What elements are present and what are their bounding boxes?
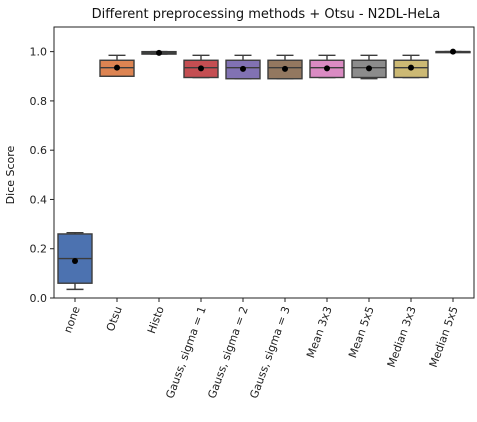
- y-axis-label: Dice Score: [4, 145, 17, 204]
- mean-marker: [156, 49, 162, 56]
- x-tick-label: Gauss, sigma = 2: [205, 305, 250, 401]
- x-tick-label: Histo: [145, 304, 167, 335]
- x-tick-label: Mean 3x3: [304, 305, 335, 360]
- y-tick-label: 1.0: [30, 46, 48, 59]
- mean-marker: [366, 65, 372, 72]
- mean-marker: [198, 65, 204, 72]
- chart-title: Different preprocessing methods + Otsu -…: [92, 7, 441, 22]
- mean-marker: [72, 258, 78, 265]
- y-tick-label: 0.0: [30, 292, 48, 305]
- mean-marker: [240, 65, 246, 72]
- y-tick-label: 0.2: [30, 243, 48, 256]
- plot-frame: [53, 26, 475, 299]
- x-tick-label: Otsu: [104, 305, 125, 334]
- mean-marker: [114, 64, 120, 71]
- x-tick-label: Median 3x3: [385, 305, 419, 370]
- x-tick-label: Mean 5x5: [346, 305, 377, 360]
- x-tick-label: Gauss, sigma = 3: [247, 305, 292, 401]
- mean-marker: [408, 64, 414, 71]
- x-tick-label: Median 5x5: [427, 305, 461, 370]
- mean-marker: [282, 65, 288, 72]
- y-tick-label: 0.6: [30, 144, 48, 157]
- x-tick-label: none: [61, 304, 83, 334]
- mean-marker: [450, 48, 456, 55]
- y-tick-label: 0.4: [30, 193, 48, 206]
- mean-marker: [324, 65, 330, 72]
- x-tick-label: Gauss, sigma = 1: [163, 305, 208, 401]
- y-tick-label: 0.8: [30, 95, 48, 108]
